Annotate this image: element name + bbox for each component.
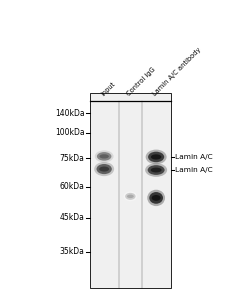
Text: 60kDa: 60kDa [60, 182, 85, 191]
Ellipse shape [149, 192, 163, 204]
Bar [90, 93, 171, 288]
Ellipse shape [100, 154, 109, 158]
Text: Lamin A/C: Lamin A/C [175, 154, 213, 160]
Text: Input: Input [100, 80, 116, 97]
Ellipse shape [97, 152, 111, 161]
Ellipse shape [123, 191, 137, 201]
Ellipse shape [152, 195, 161, 201]
Text: Lamin A/C: Lamin A/C [175, 167, 213, 173]
Text: 140kDa: 140kDa [55, 109, 85, 118]
Text: 45kDa: 45kDa [60, 213, 85, 222]
Ellipse shape [95, 150, 114, 162]
Text: Control IgG: Control IgG [126, 66, 157, 97]
Ellipse shape [94, 162, 114, 176]
Ellipse shape [127, 195, 134, 198]
Ellipse shape [151, 168, 162, 172]
Ellipse shape [146, 150, 167, 164]
Ellipse shape [125, 193, 136, 200]
Text: 35kDa: 35kDa [60, 248, 85, 256]
Ellipse shape [145, 163, 167, 177]
Ellipse shape [151, 154, 161, 160]
Ellipse shape [99, 167, 109, 172]
Ellipse shape [96, 164, 112, 174]
Text: 75kDa: 75kDa [60, 154, 85, 163]
Ellipse shape [148, 165, 164, 175]
Ellipse shape [148, 152, 164, 162]
Text: 100kDa: 100kDa [55, 128, 85, 137]
Text: Lamin A/C antibody: Lamin A/C antibody [152, 46, 202, 97]
Ellipse shape [147, 190, 165, 206]
